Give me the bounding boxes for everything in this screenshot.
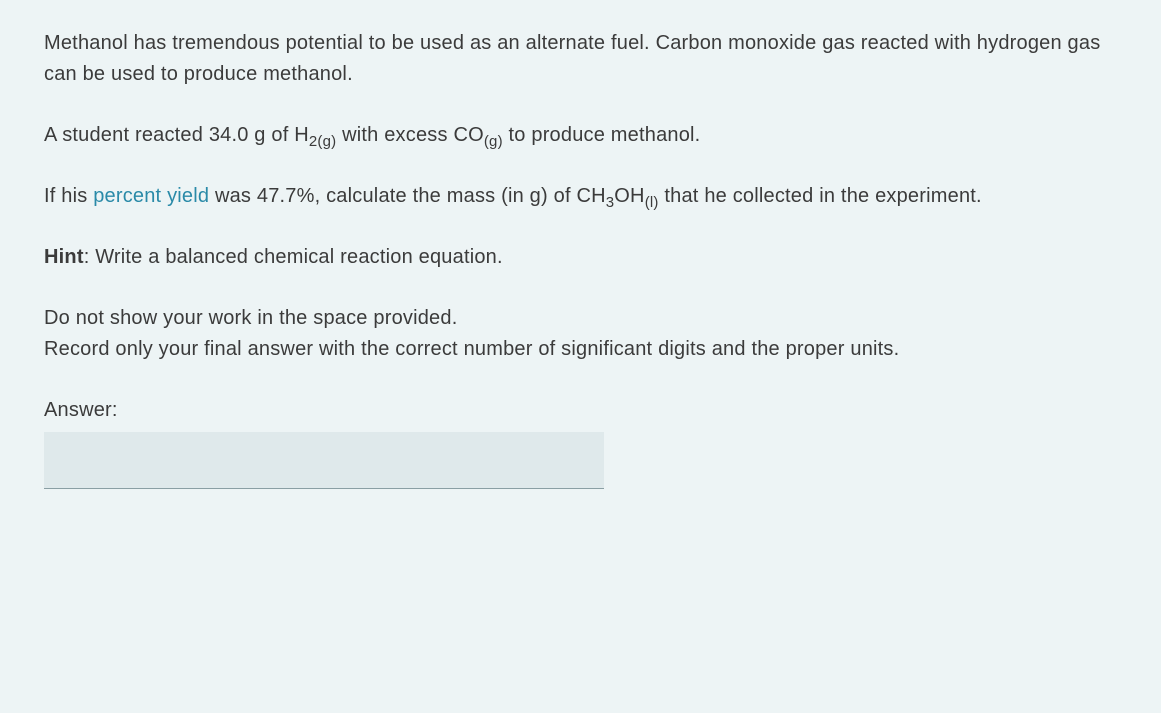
ask-text-d: that he collected in the experiment.: [659, 185, 982, 207]
paragraph-instructions: Do not show your work in the space provi…: [44, 303, 1117, 365]
answer-input[interactable]: [44, 432, 604, 489]
given-text-c: to produce methanol.: [503, 124, 701, 146]
ask-text-c: OH: [614, 185, 644, 207]
hint-text: : Write a balanced chemical reaction equ…: [84, 246, 503, 268]
paragraph-given: A student reacted 34.0 g of H2(g) with e…: [44, 120, 1117, 151]
percent-yield-link[interactable]: percent yield: [93, 185, 209, 207]
ask-text-b: was 47.7%, calculate the mass (in g) of …: [209, 185, 606, 207]
subscript-ch3: 3: [606, 194, 615, 211]
subscript-h2g: 2(g): [309, 133, 336, 150]
intro-text: Methanol has tremendous potential to be …: [44, 32, 1100, 85]
subscript-ohl: (l): [645, 194, 659, 211]
paragraph-ask: If his percent yield was 47.7%, calculat…: [44, 181, 1117, 212]
instruction-1: Do not show your work in the space provi…: [44, 307, 457, 329]
paragraph-hint: Hint: Write a balanced chemical reaction…: [44, 242, 1117, 273]
given-text-a: A student reacted 34.0 g of H: [44, 124, 309, 146]
ask-text-a: If his: [44, 185, 93, 207]
instruction-2: Record only your final answer with the c…: [44, 338, 899, 360]
hint-label: Hint: [44, 246, 84, 268]
paragraph-intro: Methanol has tremendous potential to be …: [44, 28, 1117, 90]
given-text-b: with excess CO: [336, 124, 483, 146]
question-container: Methanol has tremendous potential to be …: [0, 0, 1161, 509]
answer-label: Answer:: [44, 395, 1117, 426]
subscript-cog: (g): [484, 133, 503, 150]
